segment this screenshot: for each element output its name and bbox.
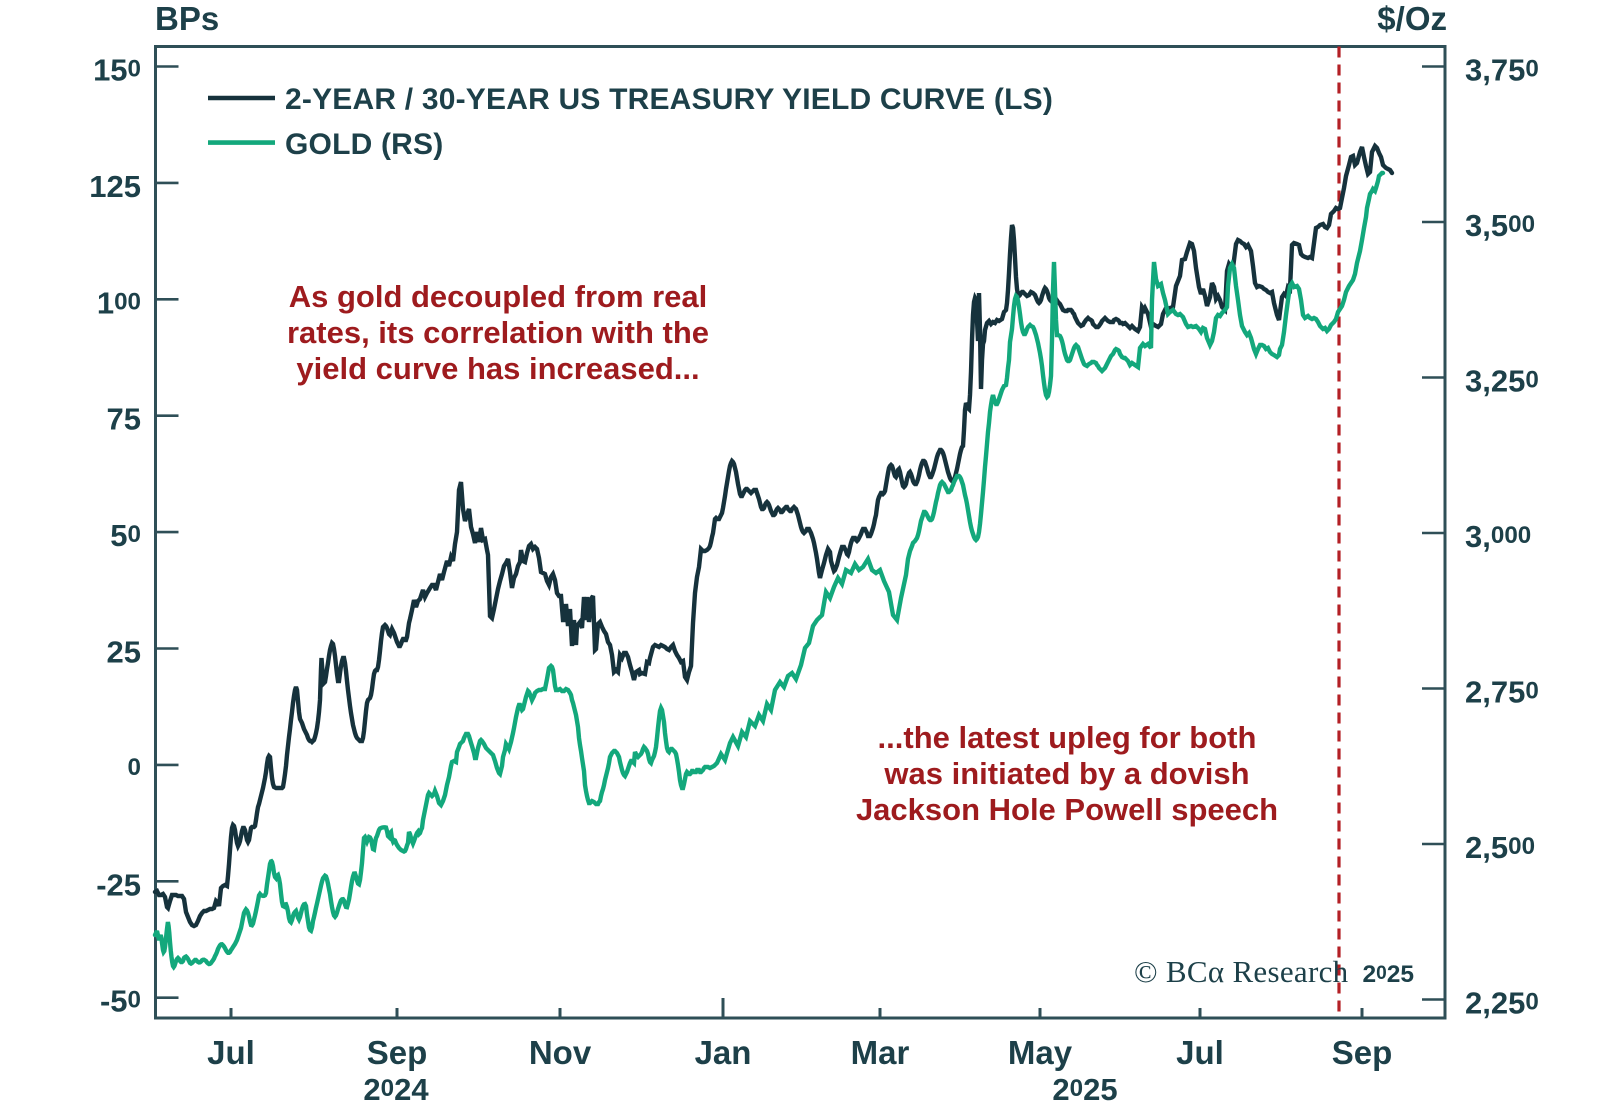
svg-text:3,500: 3,500 <box>1465 208 1535 243</box>
svg-text:25: 25 <box>107 635 141 670</box>
svg-text:100: 100 <box>97 285 141 320</box>
svg-text:BPs: BPs <box>155 0 219 37</box>
svg-text:Sep: Sep <box>367 1034 428 1071</box>
svg-text:2025: 2025 <box>1052 1072 1117 1107</box>
svg-text:...the latest upleg for both: ...the latest upleg for both <box>878 720 1257 755</box>
svg-text:2024: 2024 <box>363 1072 429 1107</box>
svg-text:Mar: Mar <box>851 1034 910 1071</box>
svg-text:As gold decoupled from real: As gold decoupled from real <box>289 279 708 314</box>
svg-text:Jackson Hole Powell speech: Jackson Hole Powell speech <box>856 792 1278 827</box>
svg-text:Sep: Sep <box>1332 1034 1393 1071</box>
svg-text:0: 0 <box>128 754 141 781</box>
svg-text:Jul: Jul <box>1176 1034 1224 1071</box>
svg-text:150: 150 <box>93 53 141 88</box>
svg-text:2,250: 2,250 <box>1465 986 1539 1021</box>
svg-text:© BCα Research 2025: © BCα Research 2025 <box>1134 954 1414 989</box>
svg-text:-50: -50 <box>100 984 141 1019</box>
svg-text:3,750: 3,750 <box>1465 53 1539 88</box>
svg-text:May: May <box>1008 1034 1073 1071</box>
svg-text:Nov: Nov <box>529 1034 592 1071</box>
svg-text:3,000: 3,000 <box>1465 519 1531 554</box>
svg-text:125: 125 <box>89 169 141 204</box>
svg-text:2-YEAR / 30-YEAR US TREASURY Y: 2-YEAR / 30-YEAR US TREASURY YIELD CURVE… <box>285 83 1053 116</box>
svg-text:3,250: 3,250 <box>1465 364 1539 399</box>
svg-text:-25: -25 <box>96 867 141 902</box>
svg-text:was initiated by a dovish: was initiated by a dovish <box>883 756 1249 791</box>
svg-text:Jan: Jan <box>695 1034 752 1071</box>
svg-text:GOLD (RS): GOLD (RS) <box>285 128 443 161</box>
svg-text:$/Oz: $/Oz <box>1377 0 1447 37</box>
svg-text:rates, its correlation with th: rates, its correlation with the <box>287 315 709 350</box>
svg-text:2,750: 2,750 <box>1465 675 1539 710</box>
svg-text:yield curve has increased...: yield curve has increased... <box>296 351 699 386</box>
svg-text:75: 75 <box>107 402 141 437</box>
svg-text:50: 50 <box>110 518 141 553</box>
svg-text:2,500: 2,500 <box>1465 830 1535 865</box>
svg-text:Jul: Jul <box>207 1034 255 1071</box>
